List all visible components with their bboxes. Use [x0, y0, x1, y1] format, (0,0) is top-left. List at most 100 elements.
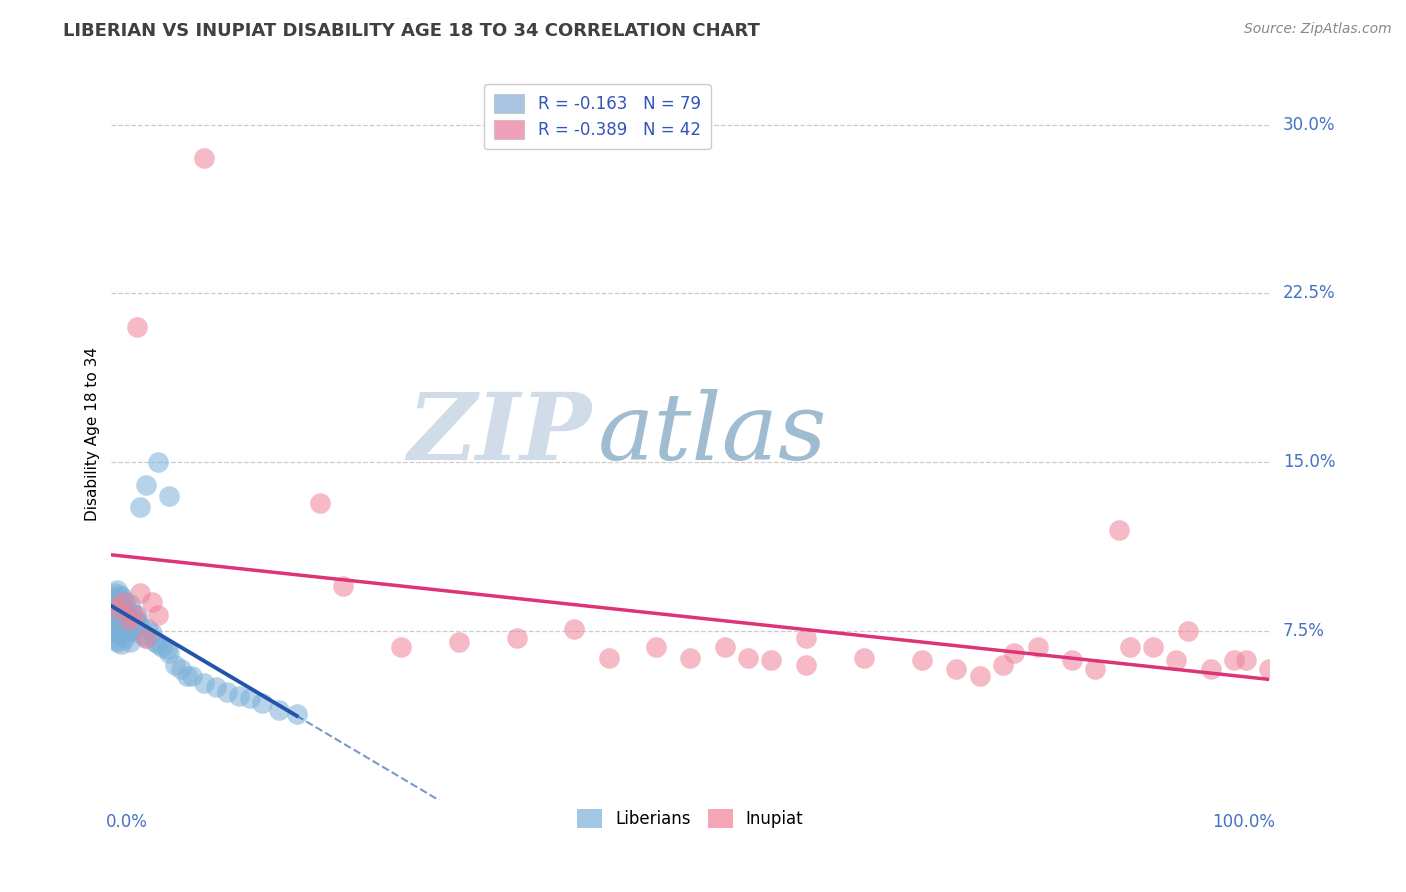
Point: [118, 608, 141, 623]
Point: [141, 594, 163, 608]
Point: [505, 631, 527, 645]
Point: [1026, 640, 1049, 654]
Point: [794, 631, 817, 645]
Point: [135, 477, 157, 491]
Point: [125, 608, 148, 623]
Point: [193, 675, 215, 690]
Point: [714, 640, 737, 654]
Point: [170, 662, 193, 676]
Point: [991, 657, 1014, 672]
Point: [1199, 662, 1222, 676]
Point: [1119, 640, 1142, 654]
Point: [157, 646, 180, 660]
Point: [269, 702, 291, 716]
Point: [110, 617, 132, 632]
Point: [156, 641, 179, 656]
Point: [332, 579, 354, 593]
Text: atlas: atlas: [598, 389, 827, 479]
Point: [945, 662, 967, 676]
Point: [129, 619, 152, 633]
Point: [131, 628, 153, 642]
Legend: Liberians, Inupiat: Liberians, Inupiat: [571, 803, 810, 835]
Point: [127, 615, 149, 629]
Point: [1177, 624, 1199, 638]
Point: [101, 601, 124, 615]
Point: [125, 320, 148, 334]
Point: [146, 455, 169, 469]
Point: [108, 588, 131, 602]
Point: [105, 601, 128, 615]
Point: [105, 635, 128, 649]
Point: [564, 622, 586, 636]
Point: [117, 626, 139, 640]
Text: 100.0%: 100.0%: [1212, 813, 1275, 830]
Point: [114, 594, 136, 608]
Point: [101, 624, 124, 638]
Text: 0.0%: 0.0%: [105, 813, 148, 830]
Point: [112, 617, 135, 632]
Point: [135, 631, 157, 645]
Y-axis label: Disability Age 18 to 34: Disability Age 18 to 34: [86, 347, 100, 521]
Point: [105, 622, 128, 636]
Point: [107, 610, 129, 624]
Point: [737, 650, 759, 665]
Point: [118, 635, 141, 649]
Point: [103, 608, 125, 623]
Point: [176, 669, 198, 683]
Point: [969, 669, 991, 683]
Text: 30.0%: 30.0%: [1282, 116, 1336, 134]
Point: [111, 608, 134, 623]
Point: [115, 615, 138, 629]
Point: [112, 606, 135, 620]
Point: [1142, 640, 1164, 654]
Point: [105, 583, 128, 598]
Point: [103, 590, 125, 604]
Point: [114, 631, 136, 645]
Point: [129, 500, 152, 515]
Point: [911, 653, 934, 667]
Point: [204, 680, 226, 694]
Point: [111, 599, 134, 613]
Point: [110, 637, 132, 651]
Point: [217, 684, 239, 698]
Text: ZIP: ZIP: [408, 389, 592, 479]
Point: [111, 624, 134, 638]
Point: [145, 635, 167, 649]
Point: [761, 653, 783, 667]
Point: [239, 691, 262, 706]
Point: [104, 613, 127, 627]
Point: [103, 617, 125, 632]
Point: [105, 615, 128, 629]
Point: [852, 650, 875, 665]
Point: [1234, 653, 1257, 667]
Point: [389, 640, 412, 654]
Point: [105, 632, 128, 647]
Point: [120, 615, 142, 629]
Point: [104, 599, 127, 613]
Point: [107, 619, 129, 633]
Text: 22.5%: 22.5%: [1282, 285, 1336, 302]
Point: [250, 696, 273, 710]
Point: [111, 594, 134, 608]
Point: [679, 650, 702, 665]
Point: [124, 613, 146, 627]
Point: [122, 624, 145, 638]
Point: [794, 657, 817, 672]
Point: [1108, 523, 1130, 537]
Point: [108, 628, 131, 642]
Point: [308, 495, 330, 509]
Point: [135, 631, 157, 645]
Point: [111, 622, 134, 636]
Point: [598, 650, 620, 665]
Point: [193, 152, 215, 166]
Text: Source: ZipAtlas.com: Source: ZipAtlas.com: [1244, 22, 1392, 37]
Point: [1002, 646, 1025, 660]
Point: [108, 608, 131, 623]
Point: [1258, 662, 1281, 676]
Point: [447, 635, 470, 649]
Point: [121, 606, 143, 620]
Point: [111, 613, 134, 627]
Point: [101, 613, 124, 627]
Point: [124, 608, 146, 623]
Point: [105, 606, 128, 620]
